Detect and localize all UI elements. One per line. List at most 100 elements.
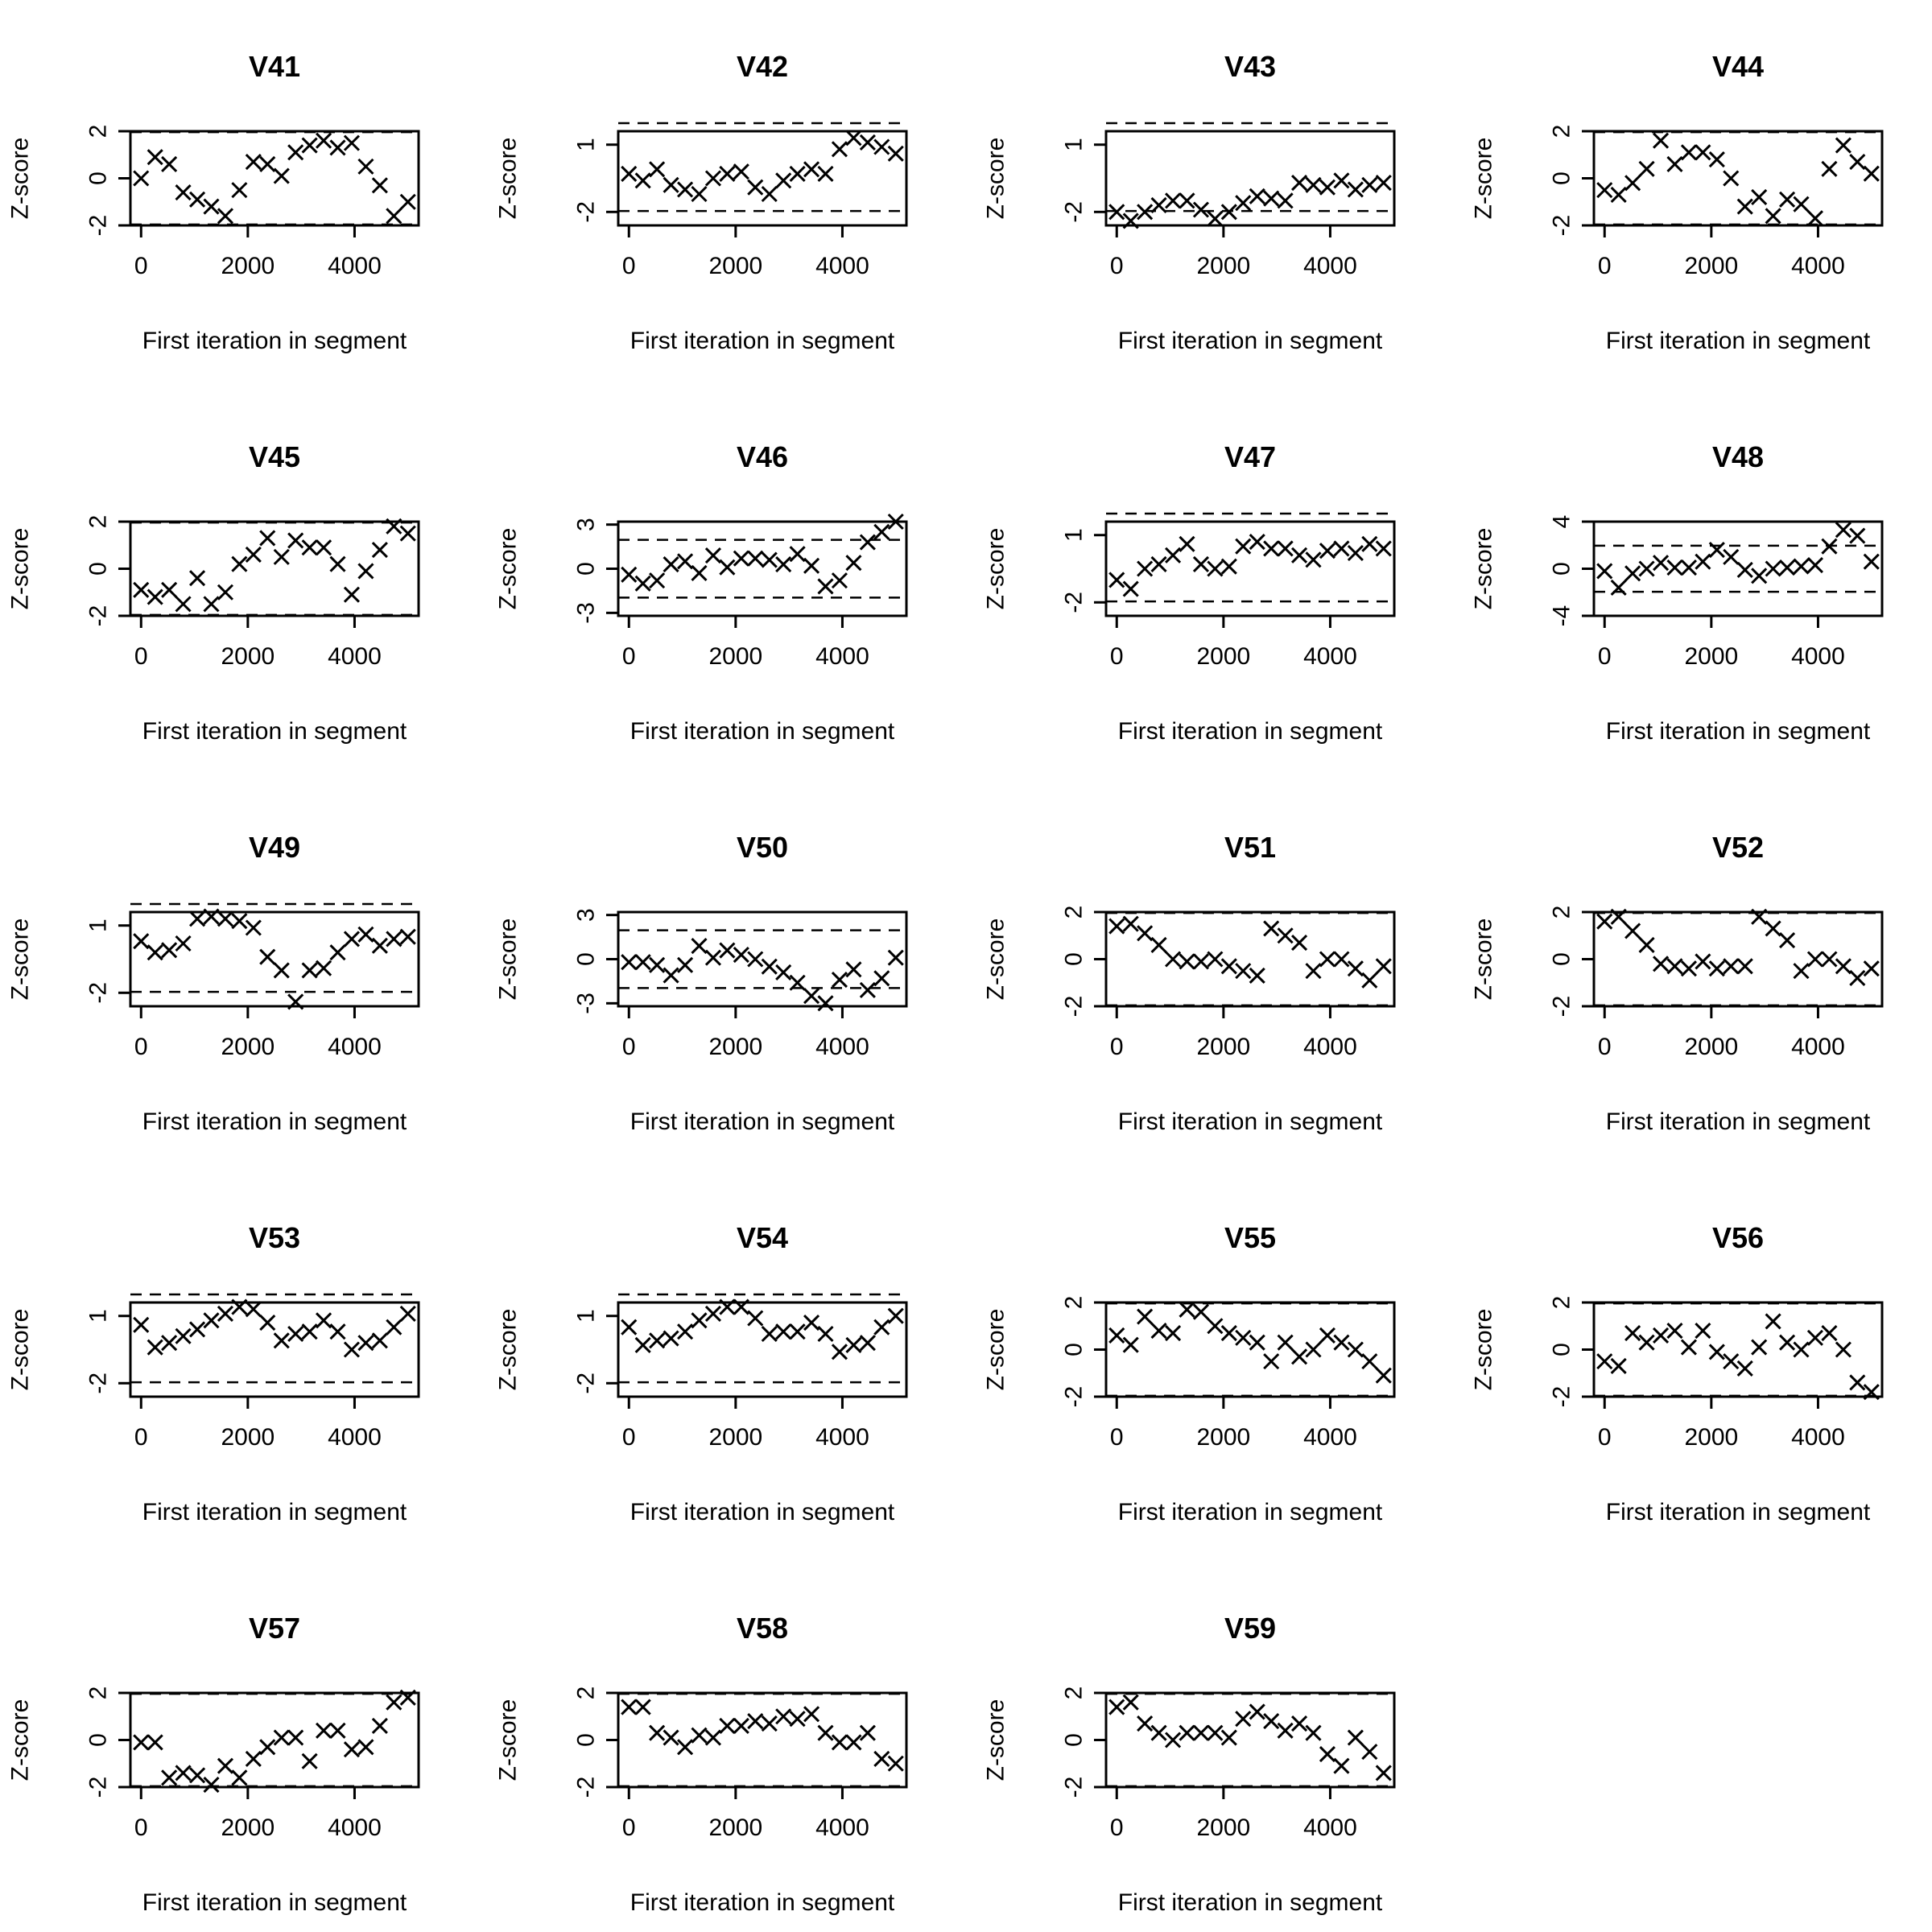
- panel-v45: V45 0 2000 4000 First iteration in segment -2…: [7, 440, 420, 745]
- x-tick-label: 4000: [815, 253, 869, 279]
- data-point: [1235, 1329, 1252, 1346]
- x-tick-label: 4000: [328, 253, 382, 279]
- x-axis-label: First iteration in segment: [630, 328, 895, 354]
- data-point: [1179, 535, 1195, 552]
- y-axis-label: Z-score: [7, 528, 34, 610]
- data-point: [1290, 1348, 1308, 1365]
- x-axis-label: First iteration in segment: [142, 718, 407, 745]
- data-point: [1736, 198, 1753, 215]
- y-axis-label: Z-score: [7, 138, 34, 220]
- data-point: [1863, 165, 1880, 182]
- data-point: [691, 1312, 708, 1329]
- data-point: [329, 1722, 346, 1739]
- data-point: [1849, 969, 1866, 986]
- data-point: [1263, 920, 1280, 937]
- data-point: [329, 1323, 346, 1340]
- x-tick-label: 4000: [328, 643, 382, 670]
- data-point: [1821, 538, 1838, 555]
- panel-title: V58: [737, 1612, 788, 1645]
- panel-title: V47: [1224, 440, 1276, 473]
- y-tick-label: -3: [573, 602, 600, 624]
- y-axis-label: Z-score: [1471, 919, 1497, 1001]
- data-point: [1319, 543, 1335, 559]
- x-tick-label: 0: [1110, 643, 1124, 670]
- data-point: [719, 942, 736, 959]
- data-point: [1165, 192, 1182, 209]
- data-point: [1220, 1729, 1237, 1746]
- data-point: [1751, 908, 1768, 925]
- panel-title: V50: [737, 831, 788, 864]
- data-point: [203, 908, 220, 925]
- data-point: [1666, 958, 1683, 975]
- data-point: [329, 555, 346, 572]
- data-point: [1277, 1334, 1294, 1351]
- data-point: [189, 910, 206, 927]
- y-tick-label: 3: [573, 908, 600, 922]
- data-point: [287, 993, 304, 1010]
- data-point: [803, 1315, 820, 1331]
- data-point: [1108, 1327, 1125, 1344]
- data-point: [1290, 934, 1308, 952]
- data-point: [719, 1717, 736, 1735]
- data-point: [1137, 925, 1154, 942]
- data-point: [761, 958, 778, 975]
- data-point: [1375, 1367, 1392, 1384]
- data-point: [1596, 182, 1613, 199]
- data-point: [371, 177, 388, 194]
- data-point: [1137, 1308, 1154, 1325]
- data-point: [803, 557, 820, 574]
- data-point: [217, 1757, 234, 1774]
- x-tick-label: 0: [622, 643, 636, 670]
- y-tick-label: 1: [573, 138, 600, 151]
- data-point: [1108, 204, 1125, 221]
- x-tick-label: 0: [134, 1814, 148, 1841]
- data-point: [1653, 555, 1670, 572]
- data-point: [343, 586, 360, 603]
- y-axis-label: Z-score: [495, 1309, 522, 1391]
- y-axis-label: Z-score: [1471, 1309, 1497, 1391]
- data-point: [1220, 558, 1237, 575]
- data-point: [1723, 170, 1740, 187]
- data-point: [399, 1305, 416, 1322]
- data-point: [775, 1323, 792, 1340]
- x-tick-label: 2000: [1196, 253, 1250, 279]
- data-point: [147, 588, 163, 605]
- data-point: [1220, 204, 1237, 221]
- y-tick-label: -2: [1061, 996, 1088, 1018]
- panel-title: V59: [1224, 1612, 1276, 1645]
- data-point: [203, 1777, 220, 1794]
- data-point: [1207, 951, 1224, 968]
- data-point: [677, 956, 694, 973]
- data-point: [217, 208, 234, 225]
- data-point: [1708, 960, 1725, 977]
- y-tick-label: -2: [1549, 996, 1575, 1018]
- data-point: [1249, 534, 1265, 551]
- data-point: [1249, 1703, 1265, 1720]
- data-point: [1375, 540, 1392, 557]
- y-tick-label: 1: [1061, 528, 1088, 542]
- data-point: [175, 1327, 192, 1344]
- data-point: [803, 161, 820, 178]
- data-point: [691, 564, 708, 582]
- data-point: [677, 553, 694, 570]
- data-point: [677, 1323, 694, 1340]
- data-point: [831, 972, 848, 989]
- data-point: [1793, 196, 1810, 213]
- data-point: [1207, 1318, 1224, 1335]
- data-point: [315, 1722, 332, 1739]
- x-tick-label: 0: [134, 1424, 148, 1451]
- x-tick-label: 4000: [815, 1034, 869, 1060]
- data-point: [133, 933, 150, 950]
- data-point: [147, 944, 163, 961]
- y-tick-label: -2: [85, 1777, 112, 1798]
- y-tick-label: 2: [1061, 906, 1088, 919]
- data-point: [873, 1750, 890, 1767]
- data-point: [1849, 527, 1866, 544]
- data-point: [1235, 538, 1252, 555]
- y-tick-label: 0: [1061, 1733, 1088, 1747]
- data-point: [245, 546, 262, 564]
- data-point: [887, 1307, 904, 1324]
- data-point: [1305, 1341, 1322, 1358]
- data-point: [1108, 1699, 1125, 1715]
- panel-title: V51: [1224, 831, 1276, 864]
